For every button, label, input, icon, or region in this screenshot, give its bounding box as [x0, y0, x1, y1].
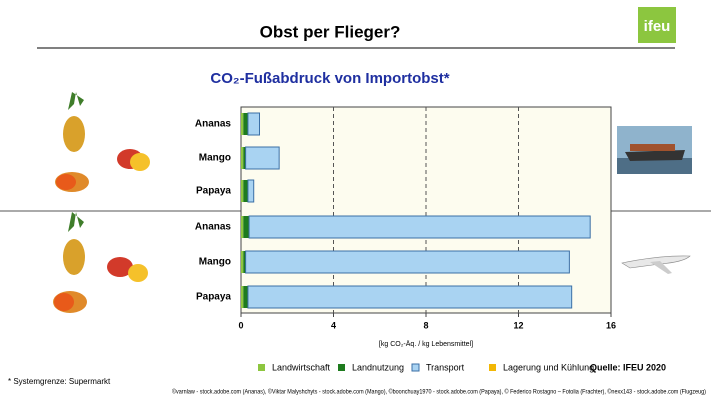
plane-picture — [621, 255, 691, 274]
bar-segment — [243, 286, 248, 308]
slide-title: Obst per Flieger? — [260, 22, 401, 41]
bar-segment — [245, 146, 280, 170]
y-tick-label: Ananas — [195, 222, 232, 233]
bar-segment — [245, 250, 570, 274]
y-tick-label: Ananas — [195, 119, 232, 130]
logo: ifeu — [644, 18, 671, 35]
y-tick-label: Mango — [199, 153, 231, 164]
x-tick-label: 0 — [238, 320, 243, 330]
bar-segment — [247, 285, 573, 309]
y-tick-label: Mango — [199, 257, 231, 268]
legend-label: Transport — [426, 362, 465, 372]
source: Quelle: IFEU 2020 — [590, 362, 666, 372]
bar-segment — [241, 216, 244, 238]
x-tick-label: 4 — [331, 320, 336, 330]
bar-segment — [241, 147, 244, 169]
y-tick-label: Papaya — [196, 292, 231, 303]
fruit-pictures-bottom — [53, 212, 148, 313]
logo-box — [638, 7, 676, 43]
bar-segment — [243, 216, 250, 238]
bar-segment — [243, 251, 246, 273]
bar-segment — [248, 215, 591, 239]
chart-title: CO₂-Fußabdruck von Importobst* — [210, 70, 449, 87]
x-tick-label: 8 — [423, 320, 428, 330]
bar-segment — [247, 179, 255, 203]
legend-swatch — [338, 364, 345, 371]
y-tick-label: Papaya — [196, 186, 231, 197]
bar-segment — [243, 147, 246, 169]
chart: 0 4 8 12 16 [kg CO₂-Äq. / kg Lebensmittel] Ana… — [195, 106, 616, 372]
legend-label: Landnutzung — [352, 362, 404, 372]
legend-label: Lagerung und Kühlung — [503, 362, 594, 372]
credits: ©varnlaw - stock.adobe.com (Ananas), ©Vi… — [172, 389, 706, 396]
x-axis-label: [kg CO₂-Äq. / kg Lebensmittel] — [379, 340, 473, 348]
legend-swatch — [489, 364, 496, 371]
ship-picture — [617, 126, 692, 174]
x-tick-label: 16 — [606, 320, 616, 330]
bar-segment — [241, 113, 244, 135]
bar-segment — [241, 251, 244, 273]
legend-label: Landwirtschaft — [272, 362, 331, 372]
legend-swatch — [411, 363, 420, 372]
x-tick-label: 12 — [513, 320, 523, 330]
bar-segment — [241, 180, 244, 202]
bar-segment — [241, 286, 244, 308]
bar-segment — [243, 113, 248, 135]
footnote: * Systemgrenze: Supermarkt — [8, 377, 111, 386]
legend-swatch — [258, 364, 265, 371]
bar-segment — [243, 180, 248, 202]
bar-segment — [247, 112, 260, 136]
fruit-pictures-top — [55, 92, 150, 192]
